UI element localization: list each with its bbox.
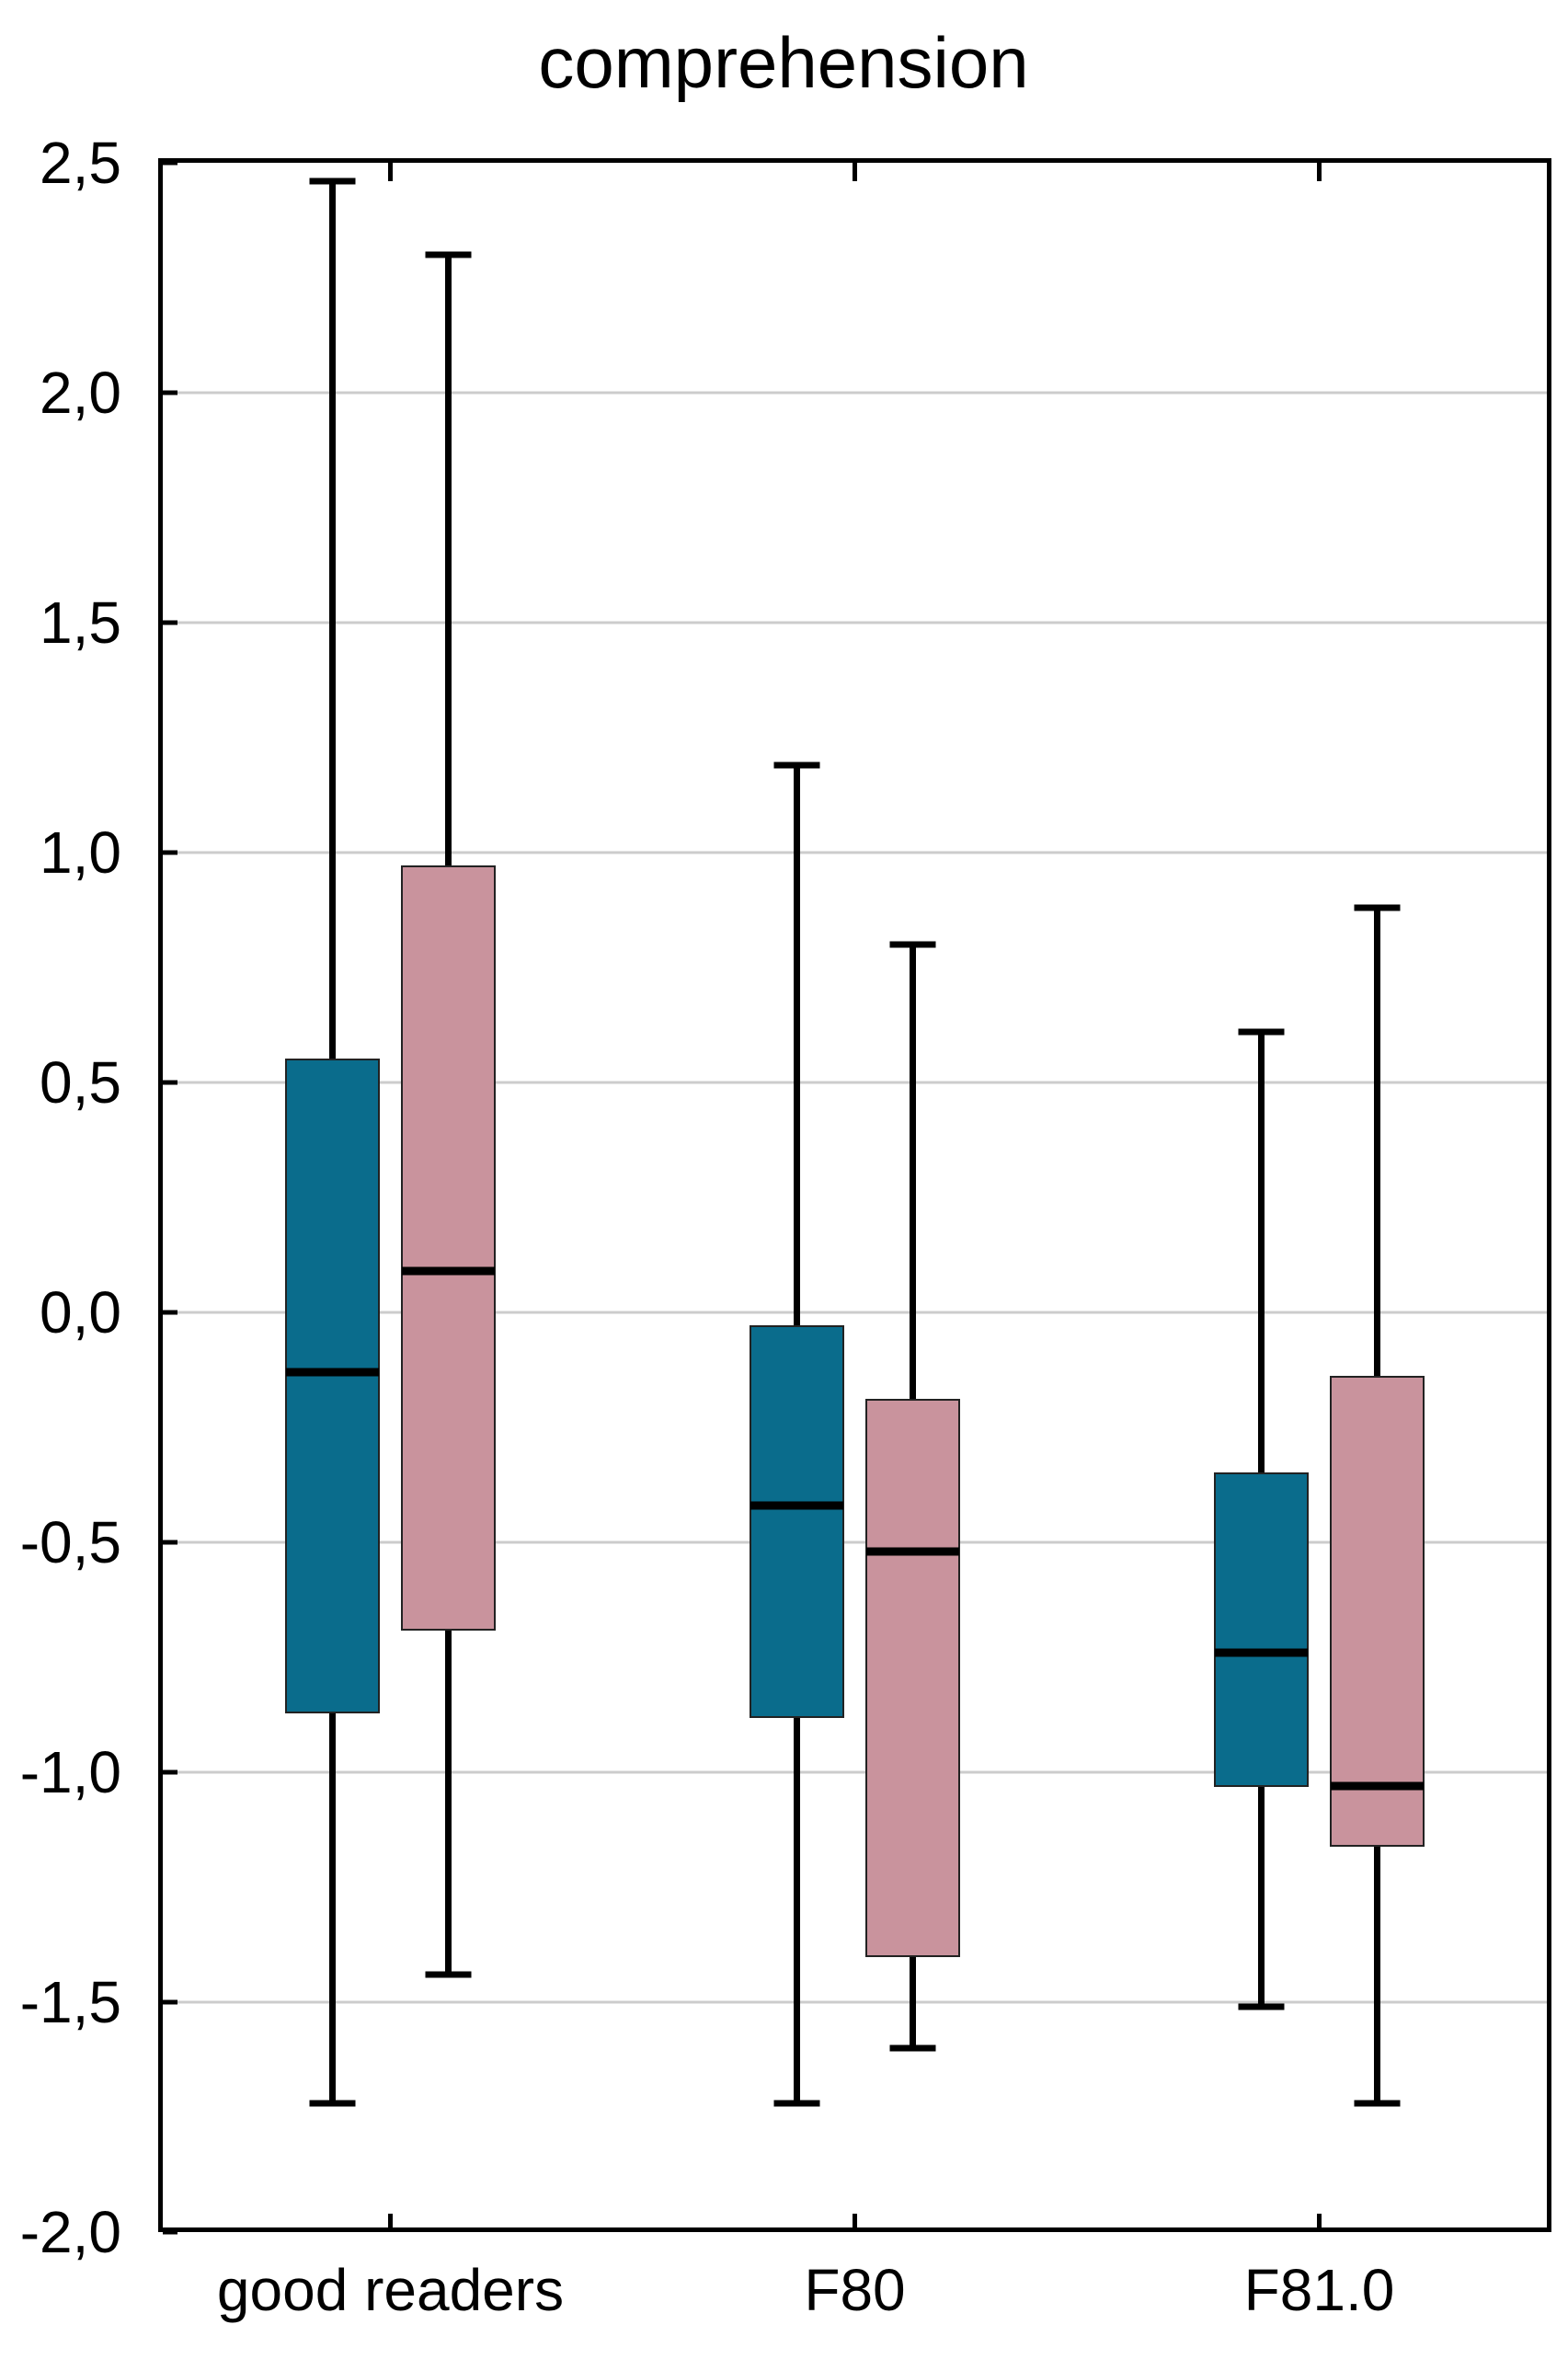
box-teal-f80 (750, 1325, 844, 1718)
x-category-label-f81-0: F81.0 (1244, 2257, 1395, 2323)
y-tick-label: 1,5 (40, 590, 121, 656)
chart-title: comprehension (538, 22, 1028, 103)
box-pink-f81-0 (1330, 1376, 1425, 1847)
y-tick-label: 0,5 (40, 1049, 121, 1116)
y-tick-label: 2,5 (40, 130, 121, 196)
y-tick-label: -1,5 (20, 1969, 121, 2035)
box-pink-good-readers (401, 865, 496, 1631)
y-tick-label: -2,0 (20, 2199, 121, 2265)
y-tick-label: 0,0 (40, 1279, 121, 1346)
x-category-label-f80: F80 (804, 2257, 905, 2323)
y-tick-label: 1,0 (40, 819, 121, 886)
y-tick-label: -1,0 (20, 1739, 121, 1805)
box-pink-f80 (865, 1399, 960, 1957)
gridlines (163, 391, 1547, 2004)
y-tick-labels: 2,5 2,0 1,5 1,0 0,5 0,0 -0,5 -1,0 -1,5 -2,0 (20, 130, 121, 2265)
x-category-labels: good readers F80 F81.0 (217, 2257, 1394, 2323)
y-tick-label: 2,0 (40, 360, 121, 426)
axis-ticks (163, 160, 1322, 2235)
box-teal-f81-0 (1214, 1472, 1309, 1787)
y-tick-label: -0,5 (20, 1509, 121, 1575)
x-category-label-good-readers: good readers (217, 2257, 564, 2323)
box-series (285, 177, 1425, 2107)
box-teal-good-readers (285, 1059, 380, 1713)
